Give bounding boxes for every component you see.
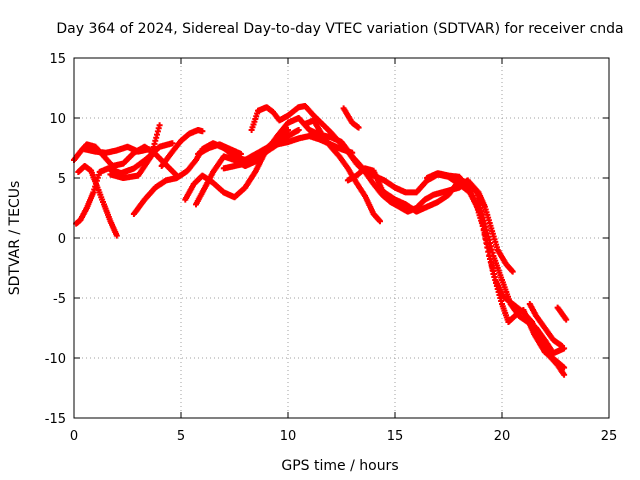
y-tick-label: 5 <box>58 172 66 187</box>
x-tick-label: 10 <box>280 429 297 444</box>
series-track-17 <box>424 170 568 378</box>
series-track-14 <box>340 105 362 131</box>
y-tick-label: -5 <box>53 292 66 307</box>
grid-lines <box>74 58 609 418</box>
y-tick-label: 10 <box>49 112 66 127</box>
series-track-13 <box>302 117 383 225</box>
x-tick-label: 0 <box>70 429 78 444</box>
y-axis-ticks: -15 -10 -5 0 5 10 15 <box>45 52 609 427</box>
series-track-11 <box>220 115 568 371</box>
y-tick-label: -10 <box>45 352 66 367</box>
series-track-18 <box>526 301 565 349</box>
y-axis-label: SDTVAR / TECUs <box>7 181 23 296</box>
x-tick-label: 5 <box>177 429 185 444</box>
y-tick-label: 15 <box>49 52 66 67</box>
series-track-12 <box>248 103 394 205</box>
x-axis-ticks: 0 5 10 15 20 25 <box>70 58 617 444</box>
series-track-19 <box>554 304 570 323</box>
series-track-7 <box>158 127 206 169</box>
data-points <box>71 103 570 378</box>
series-track-16 <box>381 177 516 275</box>
series-track-10 <box>195 141 244 157</box>
series-track-5 <box>107 122 163 181</box>
chart-title: Day 364 of 2024, Sidereal Day-to-day VTE… <box>56 21 623 37</box>
series-track-3 <box>75 163 120 239</box>
y-tick-label: 0 <box>58 232 66 247</box>
x-axis-label: GPS time / hours <box>281 458 398 474</box>
x-tick-label: 20 <box>494 429 511 444</box>
x-tick-label: 25 <box>601 429 618 444</box>
series-track-4 <box>81 143 152 156</box>
y-tick-label: -15 <box>45 412 66 427</box>
x-tick-label: 15 <box>387 429 404 444</box>
